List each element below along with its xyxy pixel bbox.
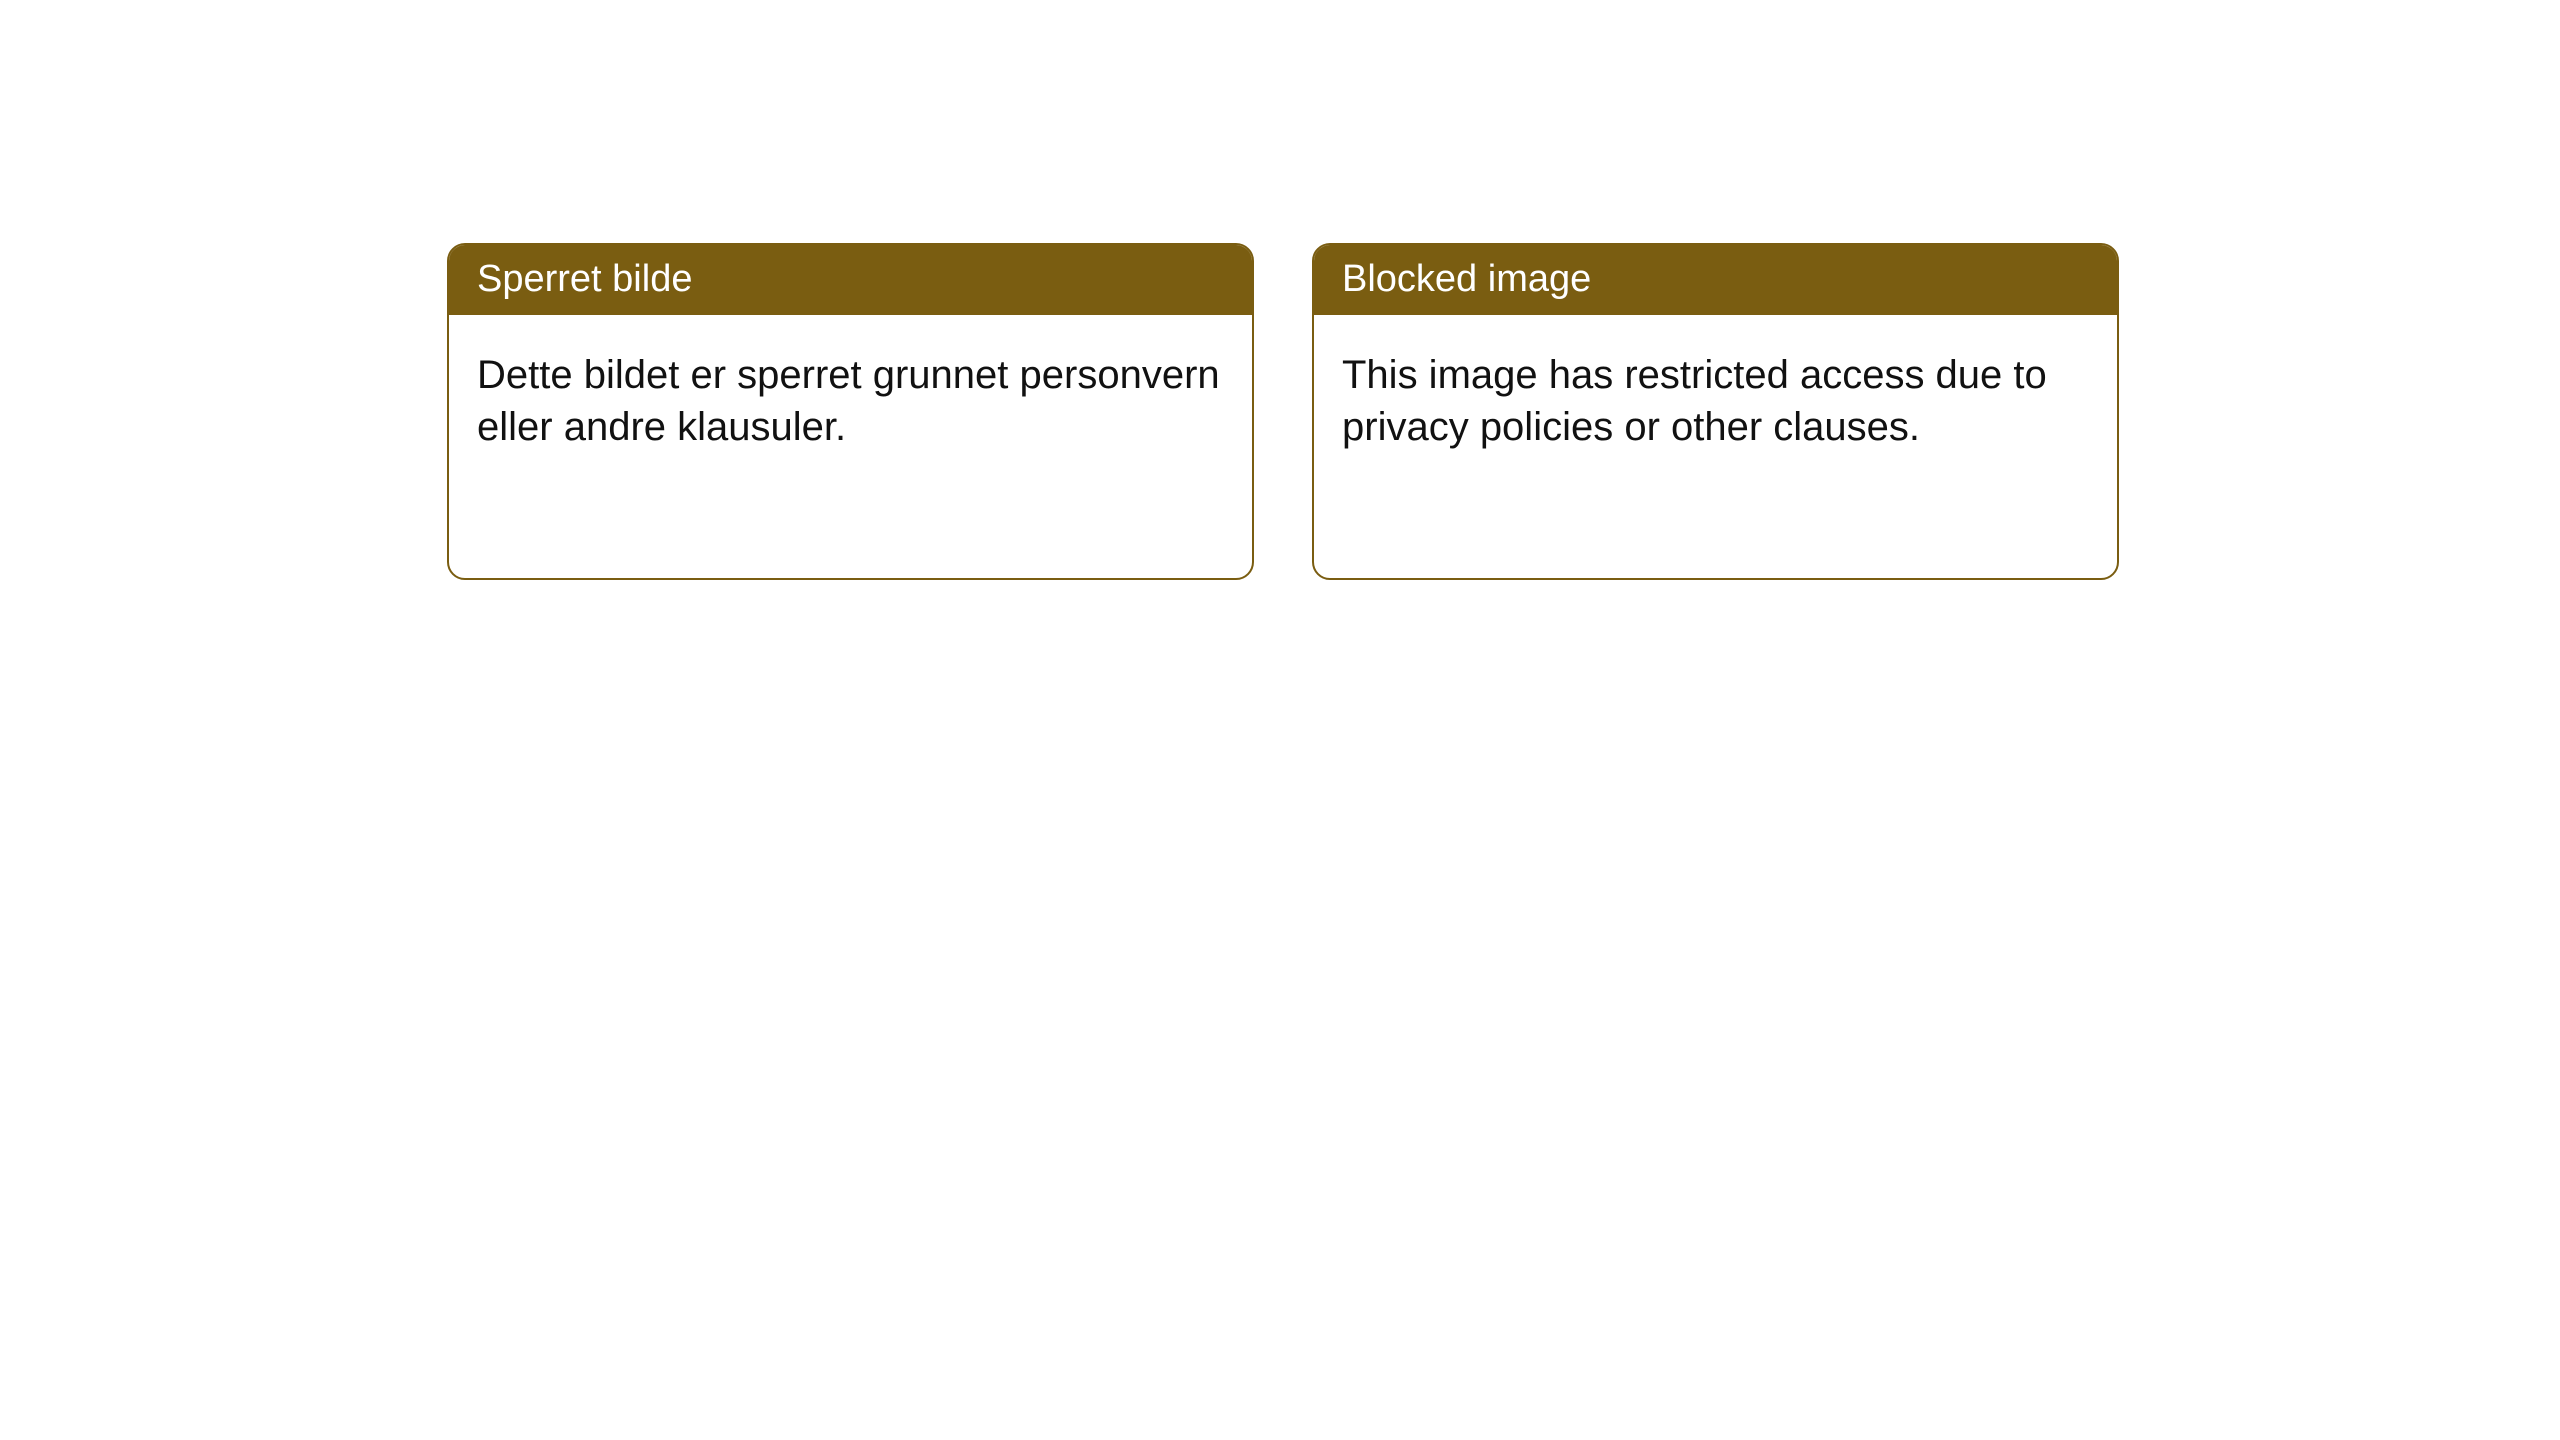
notice-cards-container: Sperret bilde Dette bildet er sperret gr… <box>447 243 2119 580</box>
notice-body-text: This image has restricted access due to … <box>1342 353 2047 449</box>
notice-title: Blocked image <box>1342 258 1591 300</box>
notice-title: Sperret bilde <box>477 258 692 300</box>
notice-card-no: Sperret bilde Dette bildet er sperret gr… <box>447 243 1254 580</box>
notice-card-body: Dette bildet er sperret grunnet personve… <box>449 315 1252 487</box>
notice-body-text: Dette bildet er sperret grunnet personve… <box>477 353 1220 449</box>
notice-card-header: Sperret bilde <box>449 245 1252 315</box>
notice-card-header: Blocked image <box>1314 245 2117 315</box>
notice-card-body: This image has restricted access due to … <box>1314 315 2117 487</box>
notice-card-en: Blocked image This image has restricted … <box>1312 243 2119 580</box>
